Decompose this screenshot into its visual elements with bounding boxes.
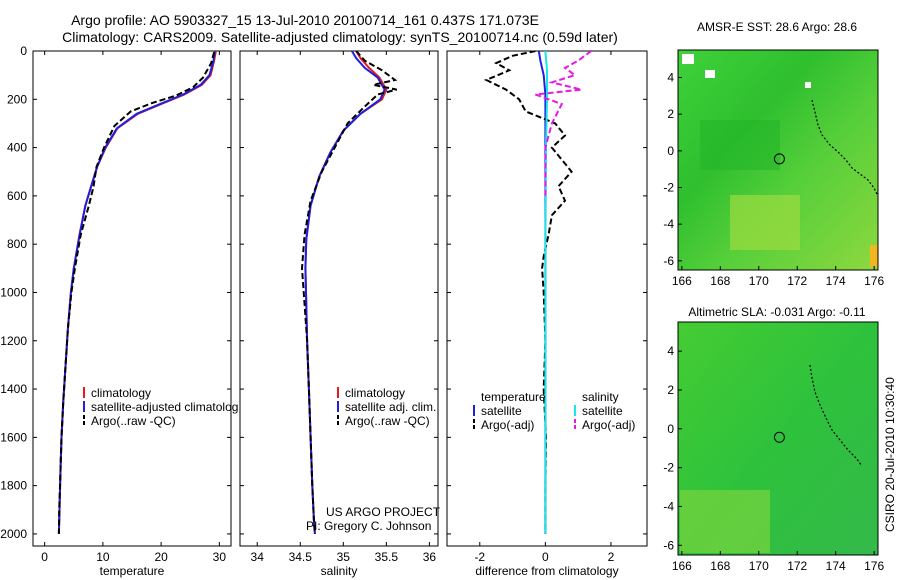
temperature-xlabel: temperature	[100, 564, 165, 578]
sla_map-ytick-label: 2	[667, 383, 674, 397]
temperature-ytick-label: 1600	[0, 430, 27, 444]
difference-xtick-label: 2	[608, 550, 615, 564]
sst-coastline	[811, 99, 879, 197]
temperature-panel: 0 10 20 30 0 200 400 600 800 1000 1200 1400 1600 1800…	[0, 44, 238, 578]
salinity-plot-frame	[239, 50, 439, 547]
sst-cool-patch	[700, 120, 780, 170]
sla_map-ytick-label: -4	[663, 499, 674, 513]
temperature-ytick-label: 800	[7, 237, 27, 251]
temperature-series-line	[57, 51, 216, 534]
sst_map-xtick-label: 170	[749, 274, 769, 288]
sla_map-xtick-label: 168	[710, 559, 730, 573]
sst_map-xtick-label: 166	[672, 274, 692, 288]
sla-light-patch	[680, 490, 770, 553]
sla-map-title: Altimetric SLA: -0.031 Argo: -0.11	[688, 305, 866, 319]
pi-credit: PI: Gregory C. Johnson	[306, 519, 431, 533]
salinity-panel: 34 34.5 35 35.5 36 salinity climatologysatelli…	[239, 50, 439, 578]
sla_map-xtick-label: 170	[749, 559, 769, 573]
sla_map-xtick-label: 172	[787, 559, 807, 573]
sla_map-argo-marker	[773, 431, 785, 443]
temperature-ytick-label: 200	[7, 92, 27, 106]
temperature-xtick-label: 0	[41, 550, 48, 564]
difference-legend-label: satellite	[582, 404, 623, 418]
temperature-xtick-label: 30	[213, 550, 227, 564]
sst_map-xtick-label: 174	[826, 274, 846, 288]
sst_map-ytick-label: -2	[663, 181, 674, 195]
difference-series-line	[483, 51, 573, 534]
sst-map-panel: AMSR-E SST: 28.6 Argo: 28.6 166 168 170 172…	[663, 20, 884, 288]
difference-legend-label: Argo(-adj)	[582, 418, 635, 432]
figure-title-line2: Climatology: CARS2009. Satellite-adjuste…	[62, 29, 618, 45]
temperature-plot-frame	[32, 50, 232, 547]
salinity-xtick-label: 35	[337, 550, 351, 564]
temperature-ytick-label: 1200	[0, 334, 27, 348]
temperature-ytick-label: 400	[7, 141, 27, 155]
salinity-series-line	[300, 51, 398, 534]
sst_map-xtick-label: 168	[710, 274, 730, 288]
sst_map-ytick-label: -6	[663, 254, 674, 268]
temperature-legend-label: satellite-adjusted climatolog	[91, 400, 238, 414]
figure-title-line1: Argo profile: AO 5903327_15 13-Jul-2010 …	[71, 12, 539, 28]
salinity-legend-label: satellite adj. clim.	[345, 400, 436, 414]
sst-map-title: AMSR-E SST: 28.6 Argo: 28.6	[697, 20, 857, 34]
sla_map-ytick-label: 0	[667, 422, 674, 436]
salinity-legend-label: climatology	[345, 386, 405, 400]
difference-legend-header: salinity	[582, 390, 619, 404]
sla_map-frame	[677, 321, 879, 556]
sst_map-ytick-label: 0	[667, 144, 674, 158]
salinity-xtick-label: 34.5	[289, 550, 313, 564]
sla_map-xtick-label: 176	[864, 559, 884, 573]
sla_map-ytick-label: -6	[663, 538, 674, 552]
sst_map-ytick-label: 4	[667, 71, 674, 85]
sla_map-ytick-label: 4	[667, 344, 674, 358]
temperature-legend-label: climatology	[91, 386, 151, 400]
difference-series-line	[535, 51, 592, 196]
project-credit: US ARGO PROJECT	[326, 505, 441, 519]
temperature-xtick-label: 20	[154, 550, 168, 564]
temperature-xtick-label: 10	[96, 550, 110, 564]
temperature-ytick-label: 1800	[0, 479, 27, 493]
difference-xtick-label: -2	[474, 550, 485, 564]
sst-hot-edge	[870, 245, 878, 267]
sst_map-xtick-label: 176	[864, 274, 884, 288]
sst-missing-data-2	[705, 70, 715, 78]
sst_map-xtick-label: 172	[787, 274, 807, 288]
sst-missing-data-3	[805, 82, 811, 88]
sla-coastline	[809, 364, 863, 467]
sst_map-ytick-label: 2	[667, 107, 674, 121]
temperature-legend-label: Argo(..raw -QC)	[91, 414, 176, 428]
difference-legend-label: Argo(-adj)	[481, 418, 534, 432]
temperature-ytick-label: 0	[20, 44, 27, 58]
sst_map-ytick-label: -4	[663, 217, 674, 231]
temperature-ytick-label: 1000	[0, 285, 27, 299]
salinity-xtick-label: 34	[251, 550, 265, 564]
difference-xtick-label: 0	[542, 550, 549, 564]
difference-legend-header: temperature	[481, 390, 546, 404]
difference-legend-label: satellite	[481, 404, 522, 418]
sst_map-argo-marker	[773, 153, 785, 165]
temperature-ytick-label: 1400	[0, 382, 27, 396]
sst-warm-patch	[730, 195, 800, 250]
salinity-xtick-label: 35.5	[375, 550, 399, 564]
temperature-ytick-label: 2000	[0, 527, 27, 541]
salinity-xlabel: salinity	[321, 564, 358, 578]
sla_map-ytick-label: -2	[663, 461, 674, 475]
sla_map-xtick-label: 174	[826, 559, 846, 573]
temperature-ytick-label: 600	[7, 189, 27, 203]
sla-map-panel: Altimetric SLA: -0.031 Argo: -0.11 166 16…	[663, 305, 884, 573]
sst-missing-data	[682, 54, 694, 64]
sst_map-frame	[677, 49, 879, 271]
sla_map-xtick-label: 166	[672, 559, 692, 573]
salinity-legend-label: Argo(..raw -QC)	[345, 414, 430, 428]
salinity-xtick-label: 36	[423, 550, 437, 564]
difference-xlabel: difference from climatology	[475, 564, 618, 578]
csiro-timestamp: CSIRO 20-Jul-2010 10:30:40	[883, 377, 897, 532]
